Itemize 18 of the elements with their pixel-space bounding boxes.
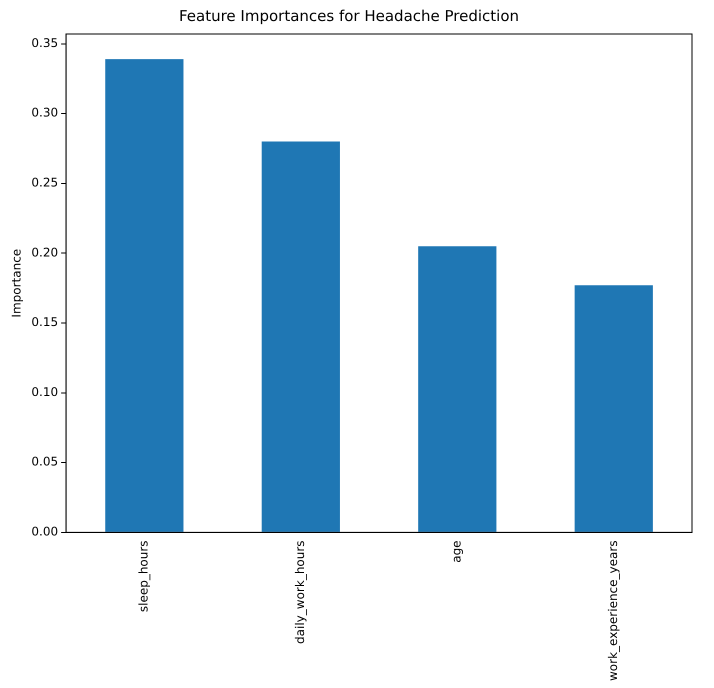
y-tick-label: 0.25 xyxy=(31,176,58,190)
y-tick-label: 0.05 xyxy=(31,454,58,469)
x-tick-label: sleep_hours xyxy=(136,540,150,612)
y-tick-label: 0.10 xyxy=(31,384,58,399)
bar xyxy=(105,59,184,532)
x-tick-label: daily_work_hours xyxy=(292,540,307,644)
bar xyxy=(418,246,496,532)
chart-title: Feature Importances for Headache Prediction xyxy=(178,6,520,25)
y-tick-label: 0.30 xyxy=(31,106,58,120)
y-axis-title: Importance xyxy=(9,248,24,318)
x-tick-label: work_experience_years xyxy=(606,540,620,682)
y-tick-label: 0.35 xyxy=(31,36,58,50)
y-tick-label: 0.15 xyxy=(31,315,58,330)
x-tick-label: age xyxy=(449,540,464,563)
y-tick-label: 0.00 xyxy=(31,524,58,539)
y-tick-label: 0.20 xyxy=(31,245,58,260)
bar xyxy=(262,142,340,532)
bar xyxy=(574,285,653,532)
